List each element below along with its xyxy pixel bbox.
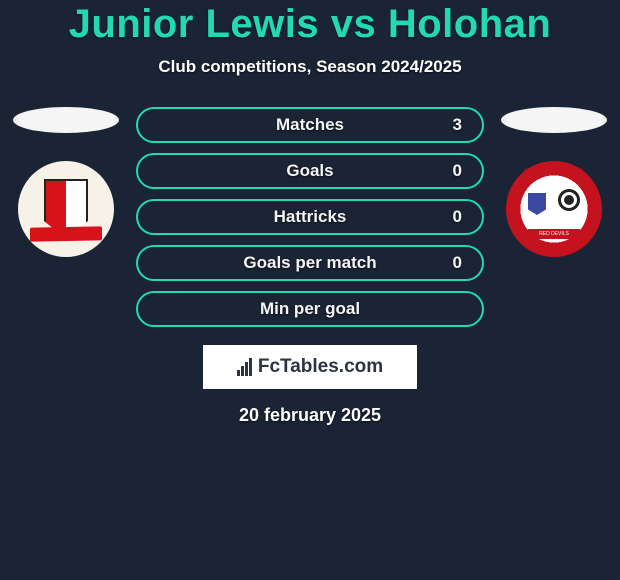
stat-row-hattricks: Hattricks 0 bbox=[136, 199, 484, 235]
right-club-ring-text: CRAWLEY TOWN FC bbox=[514, 169, 594, 175]
main-panel: Matches 3 Goals 0 Hattricks 0 Goals per … bbox=[0, 107, 620, 327]
stat-label: Hattricks bbox=[274, 207, 347, 227]
right-club-badge-icon: CRAWLEY TOWN FC RED DEVILS bbox=[506, 161, 602, 257]
stat-row-min-per-goal: Min per goal bbox=[136, 291, 484, 327]
date-label: 20 february 2025 bbox=[0, 405, 620, 426]
stat-row-goals-per-match: Goals per match 0 bbox=[136, 245, 484, 281]
stat-right-value: 0 bbox=[453, 161, 462, 181]
stat-right-value: 3 bbox=[453, 115, 462, 135]
comparison-card: Junior Lewis vs Holohan Club competition… bbox=[0, 0, 620, 426]
stat-label: Goals per match bbox=[243, 253, 376, 273]
stat-row-goals: Goals 0 bbox=[136, 153, 484, 189]
right-club-ribbon-text: RED DEVILS bbox=[527, 229, 581, 239]
right-player-column: CRAWLEY TOWN FC RED DEVILS bbox=[494, 107, 614, 257]
watermark-label: FcTables.com bbox=[258, 356, 383, 378]
left-player-column bbox=[6, 107, 126, 257]
stat-label: Goals bbox=[286, 161, 333, 181]
stat-row-matches: Matches 3 bbox=[136, 107, 484, 143]
watermark: FcTables.com bbox=[203, 345, 417, 389]
subtitle: Club competitions, Season 2024/2025 bbox=[0, 57, 620, 77]
stat-label: Min per goal bbox=[260, 299, 360, 319]
stat-right-value: 0 bbox=[453, 207, 462, 227]
page-title: Junior Lewis vs Holohan bbox=[0, 2, 620, 47]
right-player-photo bbox=[501, 107, 607, 133]
stat-label: Matches bbox=[276, 115, 344, 135]
stat-right-value: 0 bbox=[453, 253, 462, 273]
bar-chart-icon bbox=[237, 358, 252, 376]
left-club-badge-icon bbox=[18, 161, 114, 257]
left-player-photo bbox=[13, 107, 119, 133]
stat-rows: Matches 3 Goals 0 Hattricks 0 Goals per … bbox=[136, 107, 484, 327]
